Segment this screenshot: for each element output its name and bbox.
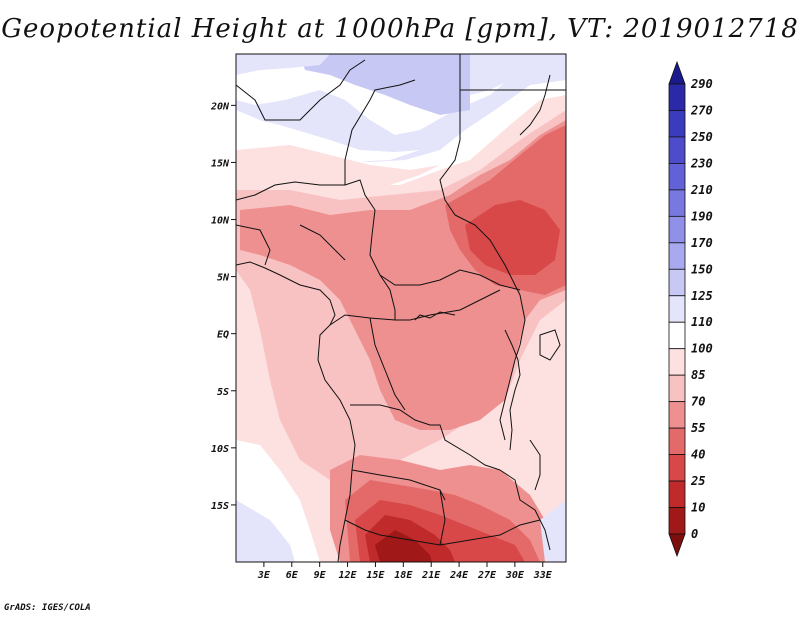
colorbar-segment: [668, 295, 686, 323]
border-sahel: [236, 179, 521, 291]
colorbar-segment: [668, 401, 686, 429]
colorbar-label: 110: [691, 315, 713, 329]
colorbar-segment: [668, 268, 686, 297]
lon-label: 24E: [449, 570, 469, 581]
lake-malawi: [529, 439, 541, 491]
colorbar-segment: [668, 454, 686, 482]
border-angola-south: [351, 469, 446, 501]
colorbar-segment: [668, 242, 686, 270]
colorbar-label: 25: [690, 474, 705, 488]
colorbar-segment: [668, 480, 686, 508]
colorbar-segment: [668, 427, 686, 455]
colorbar-label: 250: [690, 130, 713, 144]
lake-victoria: [539, 329, 561, 361]
border-nigeria-west: [236, 224, 271, 266]
coastline-west: [236, 261, 356, 562]
colorbar-top-arrow: [668, 60, 686, 85]
colorbar-label: 0: [691, 527, 698, 541]
colorbar-label: 40: [691, 448, 705, 462]
colorbar-label: 150: [691, 262, 713, 276]
border-car: [379, 274, 501, 321]
border-gabon: [329, 314, 396, 326]
map-frame: [235, 53, 567, 563]
lat-label: 10S: [211, 444, 229, 455]
lon-label: 12E: [339, 570, 358, 581]
field-pink-band: [236, 145, 440, 190]
lon-label: 30E: [505, 570, 525, 581]
colorbar-label: 70: [691, 395, 705, 409]
colorbar-label: 270: [690, 103, 713, 117]
field-northeast-lavender: [470, 54, 566, 95]
border-north-a: [344, 79, 416, 185]
lat-label: 5S: [217, 387, 229, 398]
colorbar-label: 125: [691, 289, 713, 303]
coast-red-sea: [519, 74, 551, 136]
colorbar-segment: [668, 110, 686, 138]
colorbar-segment: [668, 374, 686, 403]
field-10-south: [375, 530, 432, 562]
colorbar: 2902702502302101901701501251101008570554…: [668, 60, 713, 558]
height-field: [236, 54, 566, 562]
colorbar-label: 10: [691, 501, 705, 515]
lon-label: 3E: [257, 570, 271, 581]
colorbar-segment: [668, 136, 686, 164]
colorbar-segment: [668, 321, 686, 350]
lon-label: 21E: [421, 570, 441, 581]
border-angola-drc: [350, 404, 501, 471]
lat-label: 15S: [211, 501, 229, 512]
country-borders: [236, 54, 566, 562]
map-title: Geopotential Height at 1000hPa [gpm], VT…: [1, 14, 799, 44]
lat-label: 15N: [211, 158, 230, 169]
field-40-east: [465, 200, 560, 275]
colorbar-segment: [668, 348, 686, 376]
lat-label: EQ: [217, 330, 229, 341]
border-north-b: [236, 59, 366, 121]
border-sudan-south: [454, 214, 521, 296]
lon-label: 6E: [286, 570, 299, 581]
lat-label: 5N: [217, 273, 230, 284]
lon-label: 18E: [394, 570, 413, 581]
lat-label: 10N: [211, 216, 230, 227]
field-southeast-lavender: [540, 500, 566, 562]
colorbar-bottom-arrow: [668, 533, 686, 558]
border-zambia: [439, 489, 446, 546]
colorbar-segment: [668, 507, 686, 535]
colorbar-label: 55: [691, 421, 705, 435]
lon-axis: 3E 6E 9E 12E 15E 18E 21E 24E 27E 30E 33E: [257, 562, 553, 581]
border-nigeria-east: [299, 224, 346, 261]
river-congo: [414, 311, 456, 321]
grads-credit: GrADS: IGES/COLA: [4, 603, 91, 613]
colorbar-label: 100: [691, 342, 713, 356]
colorbar-label: 230: [690, 156, 713, 170]
border-congo: [369, 317, 406, 411]
colorbar-segment: [668, 215, 686, 244]
lon-label: 15E: [366, 570, 385, 581]
colorbar-segment: [668, 163, 686, 191]
colorbar-segment: [668, 189, 686, 217]
border-east-lakes: [499, 294, 526, 441]
lon-label: 27E: [477, 570, 497, 581]
field-northwest-lavender: [236, 54, 330, 75]
colorbar-label: 85: [691, 368, 705, 382]
border-mozambique: [499, 469, 551, 551]
colorbar-label: 290: [690, 77, 713, 91]
lon-label: 33E: [533, 570, 553, 581]
field-north-blue: [300, 54, 470, 115]
lat-axis: 20N 15N 10N 5N EQ 5S 10S 15S: [210, 101, 236, 512]
lat-label: 20N: [210, 101, 230, 112]
colorbar-label: 170: [691, 236, 713, 250]
colorbar-label: 210: [690, 183, 713, 197]
colorbar-label: 190: [691, 209, 713, 223]
border-egypt-sudan: [439, 54, 461, 216]
field-southwest-lavender: [236, 500, 295, 562]
lon-label: 9E: [314, 570, 327, 581]
lake-tanganyika: [504, 329, 521, 451]
colorbar-segment: [668, 83, 686, 111]
